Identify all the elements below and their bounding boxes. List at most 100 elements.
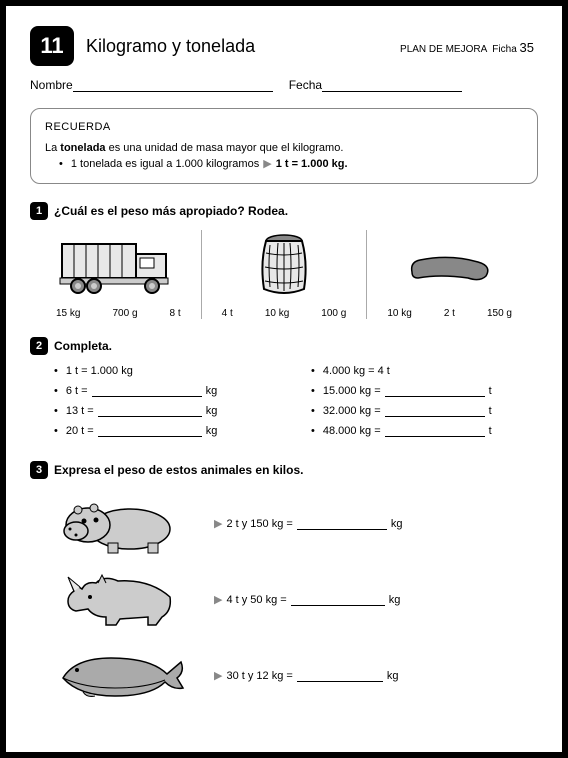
exercise1-options[interactable]: 15 kg 700 g 8 t [40, 308, 197, 319]
remember-bold: tonelada [60, 142, 105, 154]
equation-pre: 15.000 kg = [323, 385, 381, 397]
equation-pre: 13 t = [66, 405, 94, 417]
remember-equation: 1 t = 1.000 kg. [276, 156, 348, 173]
equation-text: 4.000 kg = 4 t [323, 365, 390, 377]
remember-text: es una unidad de masa mayor que el kilog… [106, 142, 344, 154]
exercise3-prompt: Expresa el peso de estos animales en kil… [54, 463, 303, 477]
option[interactable]: 4 t [222, 308, 233, 319]
ficha-number: 35 [520, 40, 534, 55]
date-label: Fecha [289, 78, 322, 92]
option[interactable]: 15 kg [56, 308, 80, 319]
exercise2-left-column: 1 t = 1.000 kg 6 t = kg 13 t = kg 20 t = kg [54, 365, 281, 445]
list-item: 6 t = kg [54, 385, 281, 397]
triangle-icon: ▶ [214, 593, 222, 606]
rhino-icon [50, 565, 190, 635]
list-item: 48.000 kg = t [311, 425, 538, 437]
unit-number-badge: 11 [30, 26, 74, 66]
equation-pre: 48.000 kg = [323, 425, 381, 437]
blank-line[interactable] [98, 405, 202, 417]
equation-suf: kg [206, 385, 218, 397]
equation-suf: kg [391, 518, 403, 530]
blank-line[interactable] [98, 425, 202, 437]
exercise3-header: 3 Expresa el peso de estos animales en k… [30, 461, 538, 479]
plan-label: PLAN DE MEJORA Ficha 35 [400, 40, 534, 55]
option[interactable]: 2 t [444, 308, 455, 319]
exercise1-item-sack: 4 t 10 kg 100 g [202, 230, 368, 319]
exercise3-row-rhino: ▶ 4 t y 50 kg = kg [30, 565, 538, 635]
exercise2-right-column: 4.000 kg = 4 t 15.000 kg = t 32.000 kg = t… [311, 365, 538, 445]
whale-icon [50, 641, 190, 711]
blank-line[interactable] [297, 670, 383, 682]
worksheet-page: 11 Kilogramo y tonelada PLAN DE MEJORA F… [0, 0, 568, 758]
exercise2-columns: 1 t = 1.000 kg 6 t = kg 13 t = kg 20 t = kg… [54, 365, 538, 445]
blank-line[interactable] [385, 425, 485, 437]
equation-pre: 6 t = [66, 385, 88, 397]
blank-line[interactable] [92, 385, 202, 397]
date-input-line[interactable] [322, 78, 462, 92]
exercise1-header: 1 ¿Cuál es el peso más apropiado? Rodea. [30, 202, 538, 220]
name-field: Nombre [30, 78, 273, 92]
list-item: 1 t = 1.000 kg [54, 365, 281, 377]
truck-icon [40, 230, 197, 302]
list-item: 4.000 kg = 4 t [311, 365, 538, 377]
equation-suf: t [489, 425, 492, 437]
blank-line[interactable] [291, 594, 385, 606]
remember-text: 1 tonelada es igual a 1.000 kilogramos [71, 156, 259, 173]
blank-line[interactable] [297, 518, 387, 530]
remember-line1: La tonelada es una unidad de masa mayor … [45, 140, 523, 157]
exercise2-header: 2 Completa. [30, 337, 538, 355]
option[interactable]: 150 g [487, 308, 512, 319]
equation-pre: 2 t y 150 kg = [226, 518, 292, 530]
remember-label: RECUERDA [45, 119, 523, 136]
remember-line2: 1 tonelada es igual a 1.000 kilogramos ▶… [45, 156, 523, 173]
equation-pre: 4 t y 50 kg = [226, 594, 286, 606]
exercise-number-badge: 3 [30, 461, 48, 479]
name-input-line[interactable] [73, 78, 273, 92]
triangle-icon: ▶ [263, 156, 271, 173]
triangle-icon: ▶ [214, 517, 222, 530]
sausage-icon [371, 230, 528, 302]
page-title: Kilogramo y tonelada [86, 36, 255, 57]
list-item: 15.000 kg = t [311, 385, 538, 397]
name-date-fields: Nombre Fecha [30, 78, 538, 92]
exercise1-prompt: ¿Cuál es el peso más apropiado? Rodea. [54, 204, 288, 218]
exercise1-items: 15 kg 700 g 8 t 4 t 10 kg 100 g [36, 230, 532, 319]
equation-text: 1 t = 1.000 kg [66, 365, 133, 377]
exercise-number-badge: 2 [30, 337, 48, 355]
list-item: 20 t = kg [54, 425, 281, 437]
equation-suf: t [489, 385, 492, 397]
plan-text: PLAN DE MEJORA [400, 44, 487, 55]
sack-icon [206, 230, 363, 302]
exercise1-item-truck: 15 kg 700 g 8 t [36, 230, 202, 319]
equation-pre: 30 t y 12 kg = [226, 670, 292, 682]
ficha-label: Ficha [492, 44, 516, 55]
name-label: Nombre [30, 78, 73, 92]
list-item: 13 t = kg [54, 405, 281, 417]
equation-suf: kg [206, 405, 218, 417]
hippo-icon [50, 489, 190, 559]
triangle-icon: ▶ [214, 669, 222, 682]
remember-text: La [45, 142, 60, 154]
equation-pre: 32.000 kg = [323, 405, 381, 417]
exercise2-prompt: Completa. [54, 339, 112, 353]
equation-suf: kg [206, 425, 218, 437]
equation-suf: kg [387, 670, 399, 682]
blank-line[interactable] [385, 385, 485, 397]
exercise3-equation: ▶ 30 t y 12 kg = kg [210, 669, 398, 682]
blank-line[interactable] [385, 405, 485, 417]
exercise-number-badge: 1 [30, 202, 48, 220]
equation-pre: 20 t = [66, 425, 94, 437]
exercise3-row-whale: ▶ 30 t y 12 kg = kg [30, 641, 538, 711]
equation-suf: kg [389, 594, 401, 606]
equation-suf: t [489, 405, 492, 417]
exercise1-options[interactable]: 10 kg 2 t 150 g [371, 308, 528, 319]
option[interactable]: 8 t [170, 308, 181, 319]
exercise3-equation: ▶ 2 t y 150 kg = kg [210, 517, 402, 530]
option[interactable]: 10 kg [265, 308, 289, 319]
option[interactable]: 10 kg [387, 308, 411, 319]
option[interactable]: 100 g [321, 308, 346, 319]
exercise1-options[interactable]: 4 t 10 kg 100 g [206, 308, 363, 319]
option[interactable]: 700 g [112, 308, 137, 319]
remember-box: RECUERDA La tonelada es una unidad de ma… [30, 108, 538, 184]
list-item: 32.000 kg = t [311, 405, 538, 417]
